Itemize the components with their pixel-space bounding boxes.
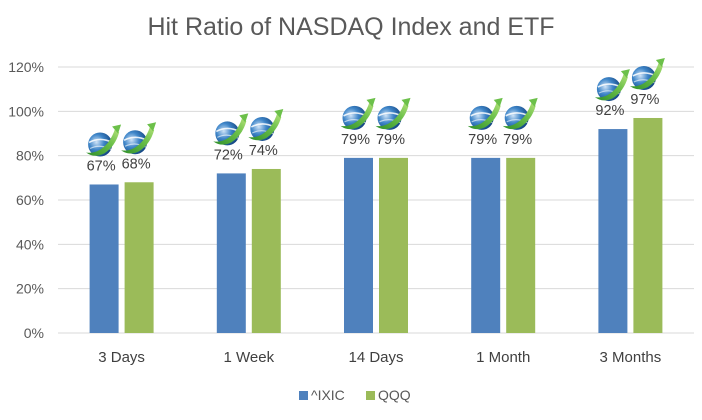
blue-green-swoosh-logo-icon [594,69,630,102]
data-label: 74% [249,143,278,159]
bar-qqq-2 [379,157,408,333]
y-axis-tick-labels: 0% 20% 40% 60% 80% 100% 120% [8,59,44,341]
blue-green-swoosh-logo-icon [467,97,503,130]
chart-title: Hit Ratio of NASDAQ Index and ETF [147,13,554,41]
bar-icons [86,57,665,157]
blue-green-swoosh-logo-icon [213,113,249,146]
y-tick-label: 120% [8,59,44,75]
blue-green-swoosh-logo-icon [340,97,376,130]
y-tick-label: 20% [16,281,44,297]
legend: ^IXIC QQQ [299,387,411,403]
data-labels: 67% 68% 72% 74% 79% 79% 79% 79% 92% 97% [87,92,660,175]
bar-qqq-3 [506,157,536,333]
legend-swatch-ixic [299,391,308,400]
data-label: 68% [122,156,151,172]
gridlines [58,66,694,334]
blue-green-swoosh-logo-icon [375,97,411,130]
x-category-label: 1 Week [224,349,275,366]
x-category-label: 1 Month [476,349,530,366]
bar-qqq-1 [251,168,281,333]
x-category-label: 3 Days [98,349,145,366]
bar-ixic-1 [216,173,246,333]
data-label: 79% [341,132,370,148]
y-tick-label: 100% [8,103,44,119]
y-tick-label: 60% [16,192,44,208]
blue-green-swoosh-logo-icon [502,97,538,130]
bars [89,117,663,333]
data-label: 67% [87,158,116,174]
bar-ixic-3 [471,157,501,333]
data-label: 79% [376,132,405,148]
blue-green-swoosh-logo-icon [86,124,122,157]
data-label: 92% [595,103,624,119]
blue-green-swoosh-logo-icon [248,108,284,141]
legend-label-qqq: QQQ [378,387,411,403]
data-label: 79% [468,132,497,148]
bar-ixic-2 [344,157,373,333]
legend-label-ixic: ^IXIC [311,387,345,403]
x-category-label: 14 Days [348,349,403,366]
x-axis-category-labels: 3 Days 1 Week 14 Days 1 Month 3 Months [98,349,661,366]
data-label: 72% [214,147,243,163]
y-tick-label: 80% [16,148,44,164]
bar-qqq-0 [124,182,154,333]
y-tick-label: 0% [24,325,44,341]
legend-swatch-qqq [366,391,375,400]
bar-ixic-4 [598,129,628,333]
bar-ixic-0 [89,184,119,333]
y-tick-label: 40% [16,236,44,252]
data-label: 97% [630,92,659,108]
bar-qqq-4 [633,117,663,333]
blue-green-swoosh-logo-icon [629,57,665,90]
x-category-label: 3 Months [600,349,662,366]
data-label: 79% [503,132,532,148]
blue-green-swoosh-logo-icon [121,122,157,155]
